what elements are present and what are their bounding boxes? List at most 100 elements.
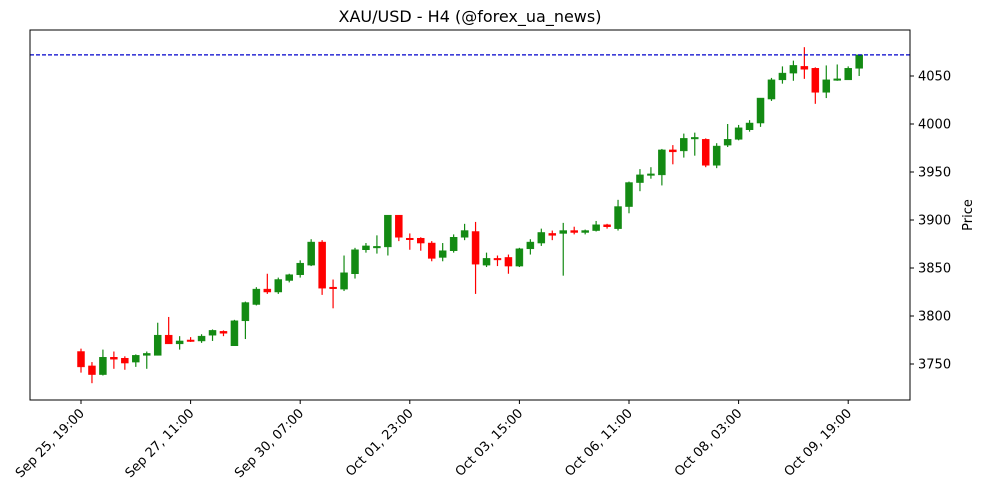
candle-body xyxy=(625,182,633,207)
candle-body xyxy=(800,66,809,70)
candle xyxy=(208,329,217,341)
candle-body xyxy=(362,245,370,251)
x-tick-label: Oct 08, 03:00 xyxy=(672,406,745,479)
candle-body xyxy=(833,78,841,81)
candle xyxy=(537,228,546,246)
candle xyxy=(77,348,85,373)
candle xyxy=(680,133,688,158)
x-tick-label: Sep 27, 11:00 xyxy=(123,406,198,481)
candle-body xyxy=(318,241,326,289)
candle-body xyxy=(427,242,436,259)
candle xyxy=(844,66,852,81)
candle xyxy=(691,132,699,156)
candle-body xyxy=(712,145,721,166)
candle-body xyxy=(559,230,567,234)
candles-group xyxy=(77,47,863,384)
candle xyxy=(789,60,798,81)
candle xyxy=(756,97,765,127)
candle-body xyxy=(395,214,403,238)
candle-body xyxy=(263,288,272,293)
candle-body xyxy=(603,224,611,227)
candle xyxy=(767,77,776,101)
candle-body xyxy=(417,237,425,244)
candle xyxy=(800,47,809,79)
candle-body xyxy=(515,248,524,267)
candle-body xyxy=(767,79,776,100)
candle-body xyxy=(241,302,250,322)
candle-body xyxy=(406,237,414,240)
y-tick-label: 4050 xyxy=(918,69,951,84)
candle-body xyxy=(219,331,228,334)
candle-body xyxy=(734,127,743,140)
candle xyxy=(263,273,272,294)
candle xyxy=(110,351,118,369)
candle xyxy=(614,199,622,231)
candle xyxy=(471,221,480,294)
candle xyxy=(581,229,589,235)
candle-body xyxy=(143,353,151,356)
candle xyxy=(164,316,173,345)
candle xyxy=(712,143,721,169)
candle xyxy=(526,239,535,255)
candle xyxy=(143,351,151,369)
y-tick-label: 3900 xyxy=(918,213,951,228)
y-tick-label: 3750 xyxy=(918,357,951,372)
candle-body xyxy=(526,241,535,250)
candle-body xyxy=(581,230,589,233)
candle-body xyxy=(493,258,502,261)
candle xyxy=(745,120,754,132)
candle-body xyxy=(110,357,118,360)
plot-frame xyxy=(29,29,911,401)
candle xyxy=(811,67,820,104)
candle-body xyxy=(691,137,699,140)
candle-body xyxy=(230,320,239,347)
candle-body xyxy=(778,72,787,81)
candle-body xyxy=(384,214,392,248)
candle xyxy=(658,148,666,186)
candle xyxy=(723,123,732,148)
candle-body xyxy=(329,286,337,289)
candle-body xyxy=(175,340,184,345)
candle xyxy=(395,214,403,242)
candle xyxy=(460,223,469,241)
candle xyxy=(296,260,304,278)
candle xyxy=(559,222,567,276)
candle xyxy=(351,247,359,279)
candle-body xyxy=(296,262,304,275)
x-tick-label: Sep 30, 07:00 xyxy=(232,406,307,481)
candle xyxy=(822,65,831,99)
candle-body xyxy=(351,249,359,275)
candle xyxy=(241,301,250,340)
candle-body xyxy=(745,122,754,130)
candle-body xyxy=(614,206,622,229)
candle-body xyxy=(548,233,557,236)
candle-body xyxy=(636,174,644,183)
candle xyxy=(307,239,315,267)
candle xyxy=(329,279,337,309)
candle-body xyxy=(669,149,677,153)
candle-body xyxy=(723,139,732,146)
candle xyxy=(570,226,578,235)
candle xyxy=(384,214,392,256)
candle xyxy=(438,243,447,262)
candle xyxy=(99,349,107,376)
candle-body xyxy=(537,232,546,244)
candle xyxy=(318,240,326,295)
candle xyxy=(186,337,195,342)
candle-body xyxy=(99,357,107,375)
candle xyxy=(121,356,129,370)
candle xyxy=(636,169,644,192)
candle-body xyxy=(153,334,162,356)
candle xyxy=(515,247,524,268)
candle-body xyxy=(647,173,655,176)
candle-body xyxy=(88,365,96,375)
candle-body xyxy=(658,149,666,176)
candle-body xyxy=(197,335,206,342)
candle xyxy=(701,138,710,168)
candle xyxy=(230,319,239,347)
candle xyxy=(219,330,228,337)
candle xyxy=(340,255,348,292)
y-tick-label: 3800 xyxy=(918,309,951,324)
candle xyxy=(647,167,655,179)
